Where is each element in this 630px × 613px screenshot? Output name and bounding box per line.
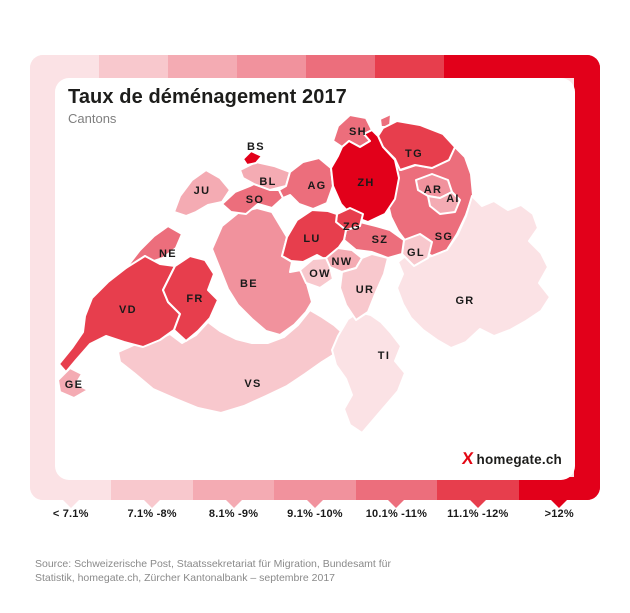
canton-label-bl: BL (259, 176, 276, 188)
canton-label-tg: TG (405, 148, 423, 160)
canton-label-ne: NE (159, 248, 177, 260)
canton-label-gr: GR (455, 295, 474, 307)
frame-top-strip (30, 55, 600, 78)
canton-label-so: SO (246, 194, 265, 206)
canton-label-zg: ZG (343, 221, 361, 233)
frame-band-2 (99, 55, 168, 78)
legend-color-bands (30, 477, 600, 508)
homegate-logo-x-icon: X (461, 449, 475, 468)
canton-label-nw: NW (332, 256, 353, 268)
source-line-1: Source: Schweizerische Post, Staatssekre… (35, 558, 391, 570)
canton-label-sg: SG (435, 231, 454, 243)
canton-label-vd: VD (119, 304, 137, 316)
canton-label-ge: GE (65, 379, 84, 391)
homegate-logo: X homegate.ch (461, 449, 562, 469)
canton-bs (242, 150, 263, 166)
frame-band-7 (444, 55, 600, 78)
canton-zh (330, 129, 400, 223)
canton-label-ai: AI (446, 193, 460, 205)
canton-label-ar: AR (424, 184, 443, 196)
canton-label-be: BE (240, 278, 258, 290)
legend-band-5 (355, 477, 438, 508)
legend-label-2: 7.1% -8% (127, 508, 177, 520)
source-note: Source: Schweizerische Post, Staatssekre… (35, 558, 455, 585)
canton-vd (58, 255, 181, 373)
legend-label-3: 8.1% -9% (208, 508, 259, 520)
legend-pointer-2 (143, 499, 162, 508)
frame-right-strip (574, 55, 600, 500)
canton-label-lu: LU (303, 233, 320, 245)
canton-label-sh: SH (349, 126, 367, 138)
legend-band-1 (30, 477, 112, 508)
canton-label-vs: VS (244, 378, 261, 390)
canton-gr (396, 195, 551, 349)
canton-label-bs: BS (247, 141, 265, 153)
frame-band-3 (168, 55, 237, 78)
source-line-2: Statistik, homegate.ch, Zürcher Kantonal… (35, 571, 336, 584)
canton-ur (339, 253, 389, 321)
legend-label-5: 10.1% -11% (365, 508, 428, 520)
frame-band-6 (375, 55, 444, 78)
legend-band-2 (111, 477, 193, 508)
canton-label-ow: OW (309, 268, 331, 280)
page-title: Taux de déménagement 2017 (68, 86, 347, 108)
canton-fr (162, 255, 219, 342)
canton-ag (278, 157, 334, 210)
legend-band-3 (192, 477, 275, 508)
legend-label-1: < 7.1% (52, 508, 89, 520)
canton-ti (331, 311, 406, 434)
legend-labels: < 7.1% 7.1% -8% 8.1% -9% 9.1% -10% 10.1%… (30, 508, 600, 520)
frame-band-5 (306, 55, 375, 78)
canton-ju (173, 169, 231, 217)
canton-ge (57, 367, 89, 399)
frame-band-4 (237, 55, 306, 78)
canton-label-fr: FR (186, 293, 203, 305)
legend-pointer-5 (387, 499, 406, 508)
canton-ai (427, 191, 461, 215)
canton-sz (343, 221, 405, 259)
card: Taux de déménagement 2017 Cantons SH BS (55, 78, 575, 480)
legend-pointer-4 (305, 499, 324, 508)
legend-pointer-7 (550, 499, 569, 508)
legend-label-6: 11.1% -12% (447, 508, 509, 520)
legend-band-7 (518, 477, 600, 508)
page-subtitle: Cantons (68, 111, 117, 126)
canton-ow (299, 257, 334, 289)
canton-vs (117, 309, 345, 414)
canton-label-sz: SZ (372, 234, 389, 246)
legend-band-4 (274, 477, 356, 508)
canton-label-ag: AG (307, 180, 326, 192)
legend-label-4: 9.1% -10% (287, 508, 343, 520)
canton-label-ti: TI (378, 350, 390, 362)
homegate-logo-text: homegate.ch (476, 452, 562, 467)
legend-pointer-1 (61, 499, 80, 508)
canton-lu (281, 209, 347, 263)
canton-be (211, 207, 313, 336)
legend-band-6 (437, 477, 519, 508)
frame-band-1 (30, 55, 99, 78)
canton-label-ju: JU (194, 185, 211, 197)
canton-label-zh: ZH (357, 177, 374, 189)
canton-label-gl: GL (407, 247, 425, 259)
canton-label-ur: UR (356, 284, 375, 296)
legend-pointer-3 (224, 499, 243, 508)
legend-pointer-6 (468, 499, 487, 508)
legend-label-7: >12% (544, 508, 574, 520)
switzerland-map: SH BS TG JU BL SO AG ZH AR AI ZG SZ SG G… (57, 113, 551, 434)
